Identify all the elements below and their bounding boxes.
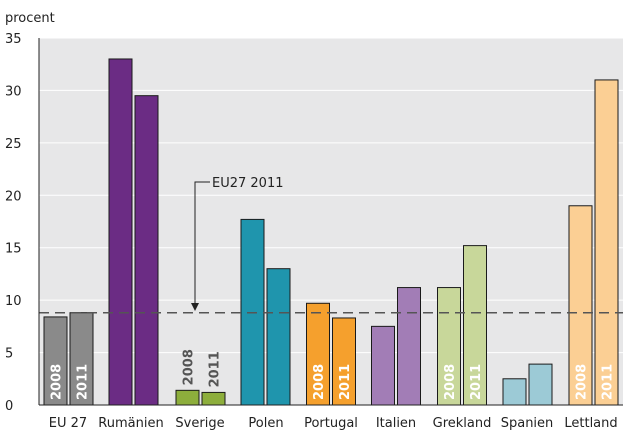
annotation-arrowhead xyxy=(191,303,199,311)
bar xyxy=(134,95,159,406)
bar-year-label: 2008 xyxy=(575,364,590,400)
reference-line-group: EU27 2011 xyxy=(39,176,623,314)
y-tick-label: 20 xyxy=(5,189,22,204)
bar-year-label: 2011 xyxy=(469,364,484,400)
bar-year-label: 2011 xyxy=(338,364,353,400)
y-tick-label: 25 xyxy=(5,137,22,152)
bar xyxy=(371,325,395,406)
annotation-leader-line xyxy=(194,181,210,305)
x-tick-label: Sverige xyxy=(175,416,224,431)
x-tick-label: Rumänien xyxy=(98,416,163,431)
y-tick-label: 30 xyxy=(5,84,22,99)
x-tick-labels: EU 27 Rumänien Sverige Polen Portugal Italien… xyxy=(49,416,618,431)
bar-year-label: 2008 xyxy=(443,364,458,400)
y-tick-label: 10 xyxy=(5,294,22,309)
bar xyxy=(397,287,421,406)
bars-group: 2008 2011 2008 2011 2008 2011 2008 2011 2008 2011 xyxy=(43,58,619,406)
y-tick-label: 0 xyxy=(5,399,13,414)
bar-year-label: 2008 xyxy=(312,364,327,400)
bar xyxy=(201,391,226,406)
bar xyxy=(594,79,619,406)
bar-year-label: 2011 xyxy=(76,364,91,400)
x-tick-label: EU 27 xyxy=(49,416,87,431)
bar-year-label: 2011 xyxy=(208,351,223,387)
y-tick-label: 5 xyxy=(5,347,13,362)
bar xyxy=(266,268,291,406)
x-tick-label: Portugal xyxy=(304,416,358,431)
bar xyxy=(528,363,553,406)
x-tick-label: Italien xyxy=(376,416,416,431)
x-tick-label: Grekland xyxy=(433,416,492,431)
y-axis-unit-label: procent xyxy=(5,11,55,26)
bar xyxy=(175,389,200,406)
bar-year-label: 2011 xyxy=(601,364,616,400)
axes-group xyxy=(38,38,623,406)
bar xyxy=(502,378,527,406)
bar xyxy=(108,58,133,406)
x-tick-label: Lettland xyxy=(564,416,617,431)
y-tick-label: 15 xyxy=(5,242,22,257)
reference-line-label: EU27 2011 xyxy=(212,176,284,191)
bar-year-label: 2008 xyxy=(50,364,65,400)
y-tick-label: 35 xyxy=(5,32,22,47)
x-tick-label: Polen xyxy=(248,416,283,431)
bar-year-label: 2008 xyxy=(182,349,197,385)
x-tick-label: Spanien xyxy=(501,416,554,431)
